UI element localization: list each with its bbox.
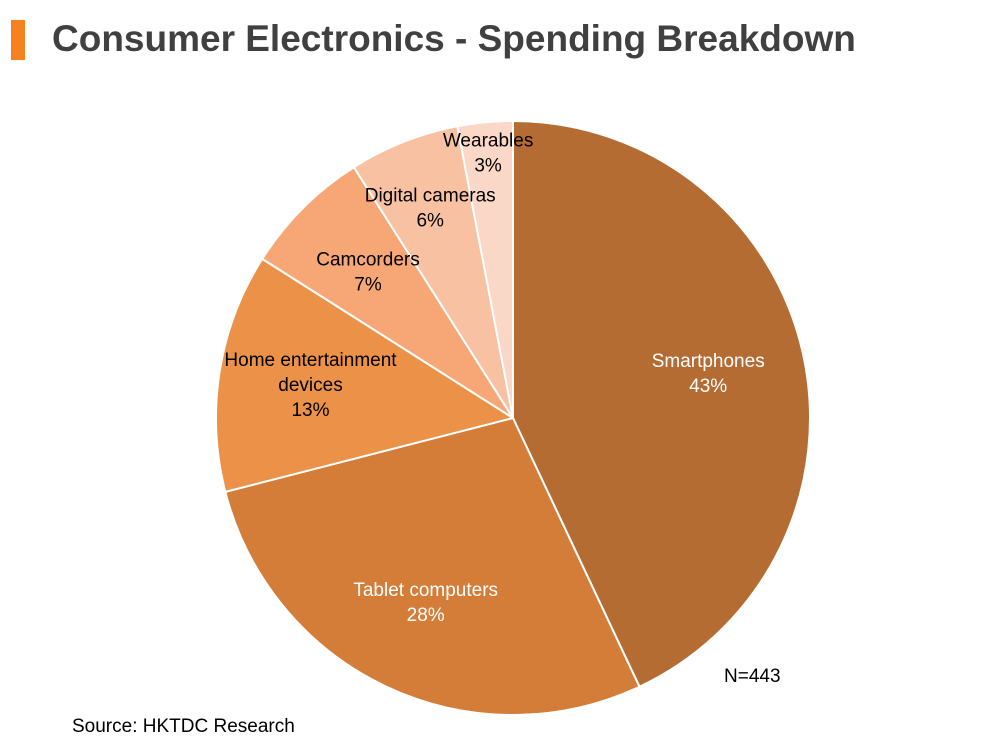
source-note: Source: HKTDC Research bbox=[72, 716, 295, 737]
pie-labels: Smartphones 43% Tablet computers 28% Home en… bbox=[224, 131, 764, 626]
pie-label-camcorders: Camcorders 7% bbox=[316, 250, 419, 296]
pie-category-label: Digital cameras bbox=[365, 185, 496, 206]
pie-slice-camcorders bbox=[261, 166, 514, 419]
pie-value-label: 7% bbox=[354, 275, 382, 296]
title-accent-bar bbox=[11, 20, 25, 60]
pie-category-label: Home entertainment bbox=[224, 350, 397, 371]
pie-slice-wearables bbox=[456, 120, 514, 419]
pie-value-label: 3% bbox=[474, 156, 502, 177]
pie-slice-smartphones bbox=[512, 120, 811, 688]
pie-label-digital-cameras: Digital cameras 6% bbox=[365, 185, 496, 231]
pie-slices bbox=[215, 120, 811, 716]
pie-label-wearables: Wearables 3% bbox=[443, 131, 533, 177]
pie-category-label: Smartphones bbox=[652, 351, 765, 372]
pie-label-tablet-computers: Tablet computers 28% bbox=[353, 580, 498, 626]
pie-value-label: 28% bbox=[407, 605, 445, 626]
pie-label-smartphones: Smartphones 43% bbox=[652, 351, 765, 397]
pie-slice-home-entertainment-devices bbox=[215, 257, 514, 493]
pie-value-label: 13% bbox=[291, 400, 329, 421]
pie-value-label: 43% bbox=[689, 376, 727, 397]
pie-category-label: Tablet computers bbox=[353, 580, 498, 601]
pie-label-home-entertainment-devices: Home entertainment devices 13% bbox=[224, 350, 397, 421]
page-title: Consumer Electronics - Spending Breakdow… bbox=[52, 18, 856, 59]
pie-category-label: Camcorders bbox=[316, 250, 419, 271]
pie-category-label: devices bbox=[278, 375, 342, 396]
pie-slice-tablet-computers bbox=[224, 417, 641, 716]
pie-category-label: Wearables bbox=[443, 131, 533, 152]
pie-value-label: 6% bbox=[416, 210, 444, 231]
sample-size-note: N=443 bbox=[724, 666, 781, 687]
